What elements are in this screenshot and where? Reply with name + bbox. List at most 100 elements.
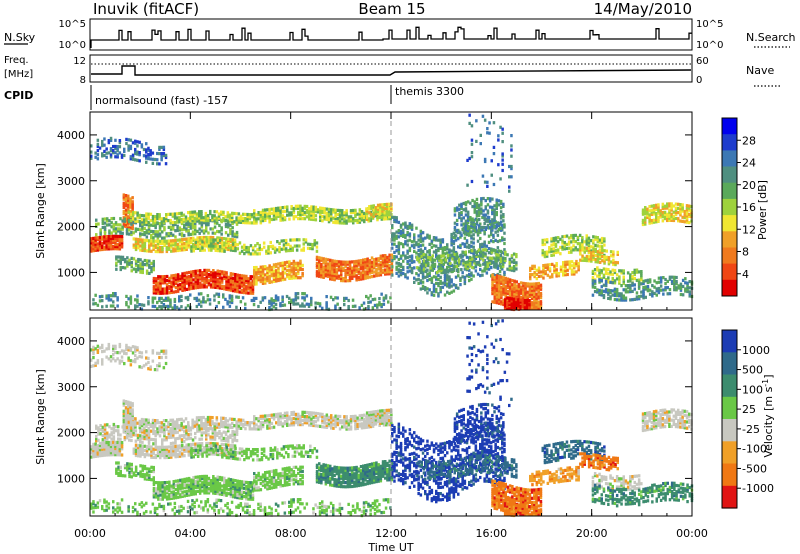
echo-cell — [225, 281, 228, 285]
echo-cell — [333, 269, 336, 274]
echo-cell — [201, 285, 204, 289]
echo-cell — [553, 266, 556, 270]
echo-cell — [475, 222, 479, 226]
echo-cell — [570, 246, 573, 250]
echo-cell — [125, 232, 129, 236]
echo-cell — [96, 238, 100, 242]
echo-cell — [165, 217, 168, 221]
echo-cell — [377, 257, 380, 261]
echo-cell — [152, 281, 156, 285]
echo-cell — [276, 248, 279, 252]
echo-cell — [592, 235, 595, 239]
echo-cell — [477, 213, 481, 218]
echo-cell — [187, 281, 191, 285]
echo-cell — [488, 131, 491, 135]
echo-cell — [435, 236, 438, 240]
echo-cell — [161, 230, 164, 234]
echo-cell — [236, 279, 239, 283]
echo-cell — [268, 305, 271, 310]
echo-cell — [240, 288, 244, 292]
echo-cell — [519, 298, 522, 302]
echo-cell — [167, 296, 170, 300]
echo-cell — [605, 249, 608, 253]
echo-cell — [299, 210, 302, 214]
echo-cell — [351, 272, 354, 276]
echo-cell — [277, 272, 280, 276]
echo-cell — [349, 211, 353, 215]
echo-cell — [471, 265, 474, 269]
echo-cell — [522, 296, 525, 300]
echo-cell — [206, 218, 210, 222]
echo-cell — [222, 237, 226, 241]
echo-cell — [460, 253, 463, 257]
echo-cell — [161, 281, 164, 285]
echo-cell — [495, 290, 499, 294]
echo-cell — [483, 157, 487, 161]
echo-cell — [468, 268, 471, 272]
echo-cell — [301, 217, 304, 221]
echo-cell — [432, 293, 436, 297]
echo-cell — [148, 249, 151, 253]
echo-cell — [492, 256, 495, 260]
echo-cell — [637, 278, 641, 282]
echo-cell — [101, 294, 104, 298]
echo-cell — [331, 275, 334, 279]
echo-cell — [212, 277, 215, 281]
echo-cell — [430, 276, 434, 280]
echo-cell — [121, 266, 125, 270]
echo-cell — [515, 286, 518, 290]
echo-cell — [266, 277, 269, 281]
echo-cell — [653, 291, 656, 295]
echo-cell — [196, 283, 200, 287]
echo-cell — [194, 240, 198, 244]
echo-cell — [464, 252, 467, 256]
echo-cell — [640, 282, 643, 286]
echo-cell — [479, 133, 482, 137]
echo-cell — [526, 282, 529, 286]
echo-cell — [294, 298, 298, 302]
echo-cell — [127, 225, 130, 229]
echo-cell — [187, 283, 191, 287]
echo-cell — [404, 254, 407, 258]
echo-cell — [501, 140, 504, 144]
echo-cell — [486, 184, 489, 188]
echo-cell — [134, 227, 138, 231]
echo-cell — [381, 207, 384, 211]
echo-cell — [272, 275, 276, 279]
echo-cell — [473, 208, 476, 212]
echo-cell — [324, 259, 328, 263]
echo-cell — [670, 212, 673, 216]
echo-cell — [459, 276, 462, 280]
echo-cell — [165, 241, 169, 245]
echo-cell — [652, 208, 656, 212]
echo-cell — [194, 273, 197, 277]
echo-cell — [231, 221, 234, 226]
echo-cell — [363, 215, 366, 220]
echo-cell — [314, 218, 318, 222]
echo-cell — [185, 275, 189, 279]
echo-cell — [598, 250, 602, 254]
echo-cell — [105, 239, 108, 243]
echo-cell — [635, 291, 639, 295]
echo-cell — [222, 212, 225, 216]
echo-cell — [338, 211, 342, 215]
echo-cell — [257, 211, 260, 215]
echo-cell — [178, 216, 181, 220]
echo-cell — [139, 238, 142, 242]
echo-cell — [190, 274, 193, 278]
echo-cell — [145, 263, 149, 267]
echo-cell — [462, 222, 465, 226]
echo-cell — [493, 278, 496, 282]
echo-cell — [207, 244, 211, 248]
echo-cell — [491, 197, 494, 201]
echo-cell — [383, 215, 386, 219]
echo-cell — [535, 288, 538, 292]
echo-cell — [164, 153, 168, 157]
echo-cell — [337, 266, 341, 270]
echo-cell — [116, 145, 119, 149]
echo-cell — [262, 241, 266, 245]
echo-cell — [326, 272, 330, 276]
echo-cell — [581, 248, 584, 252]
echo-cell — [444, 258, 448, 262]
echo-cell — [203, 238, 206, 242]
